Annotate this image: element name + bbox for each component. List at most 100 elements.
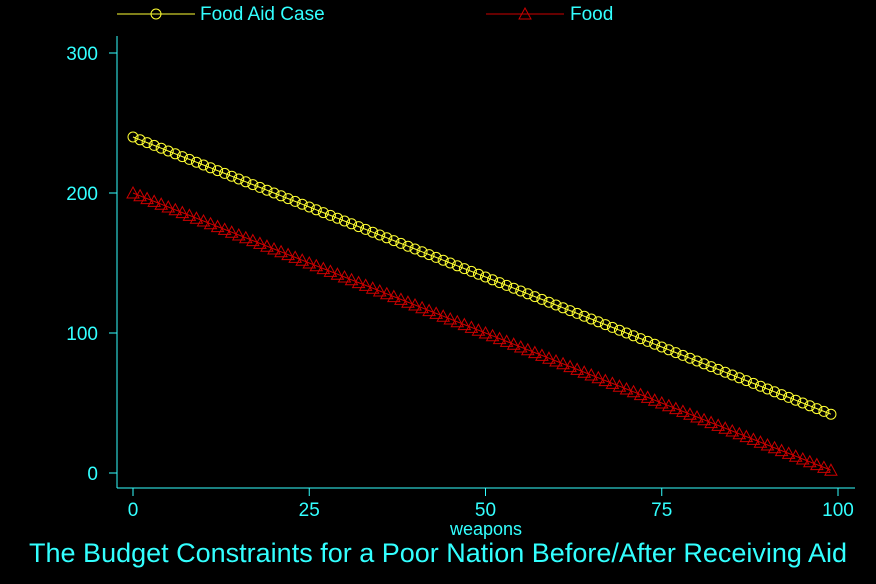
data-point-food-aid-case [233,173,245,185]
data-point-food-aid-case [578,310,590,322]
data-point-food-aid-case [190,156,202,168]
data-point-food [295,253,310,266]
data-point-food [246,233,260,247]
legend-marker-food [518,6,532,20]
data-point-food [549,353,563,367]
data-point-food [274,244,288,258]
data-point-food [316,261,331,275]
legend-marker-food-aid-case [150,8,162,20]
x-axis-ticks: 0 25 50 75 100 [128,488,854,521]
data-point-food [577,365,592,378]
data-point-food-aid-case [465,265,477,277]
data-point-food-aid-case [303,201,315,213]
data-point-food-aid-case [388,235,400,247]
data-point-food-aid-case [790,394,802,406]
data-point-food-aid-case [289,195,301,207]
series-line-food-aid-case [132,136,832,415]
data-point-food [704,415,718,429]
data-point-food [669,401,683,415]
data-point-food [725,423,740,437]
data-point-food-aid-case [430,251,442,263]
data-point-food [640,390,655,403]
data-point-food [436,309,451,322]
data-point-food-aid-case [740,375,752,387]
data-point-food [711,418,725,431]
data-point-food [379,286,394,300]
y-tick-label: 200 [66,184,98,205]
data-point-food [394,292,408,305]
data-point-food [676,404,690,417]
data-point-food-aid-case [494,277,506,289]
data-point-food-aid-case [183,153,195,165]
data-point-food-aid-case [148,139,160,151]
data-point-food-aid-case [353,221,365,233]
data-point-food [175,205,190,219]
data-point-food-aid-case [141,137,153,149]
data-point-food [471,323,486,336]
data-point-food-aid-case [522,288,534,300]
data-point-food [612,379,627,392]
data-point-food [563,359,577,373]
data-point-food-aid-case [444,257,456,269]
data-point-food [492,331,507,345]
data-point-food [570,362,584,375]
series-food [126,185,838,476]
data-point-food [189,211,204,224]
data-point-food-aid-case [670,347,682,359]
data-point-food [485,328,500,342]
data-point-food-aid-case [480,271,491,283]
data-point-food-aid-case [684,352,696,364]
data-point-food-aid-case [762,383,773,395]
data-point-food-aid-case [339,215,350,227]
data-point-food-aid-case [381,232,393,244]
data-point-food-aid-case [508,282,520,294]
data-point-food [415,300,429,314]
data-point-food-aid-case [346,218,358,230]
data-point-food-aid-case [656,341,668,353]
legend-item-food: Food [486,4,613,25]
data-point-food [760,437,775,451]
data-point-food [817,460,831,473]
data-point-food-aid-case [254,181,266,193]
data-point-food-aid-case [212,165,224,177]
data-point-food [605,376,620,389]
x-tick-label: 50 [475,500,496,521]
data-point-food-aid-case [529,291,541,303]
data-point-food [330,267,345,280]
data-point-food [140,191,154,205]
data-point-food [619,381,634,395]
data-point-food [824,463,838,476]
data-point-food [788,449,803,462]
data-point-food-aid-case [240,176,252,188]
data-point-food [267,241,281,255]
data-point-food-aid-case [776,389,788,401]
data-point-food-aid-case [205,162,217,174]
data-point-food-aid-case [783,391,795,403]
data-point-food-aid-case [169,148,181,160]
data-point-food [746,432,761,445]
chart-title: The Budget Constraints for a Poor Nation… [29,538,847,568]
data-point-food [781,446,796,459]
data-point-food [478,325,493,339]
data-point-food [288,250,302,263]
data-point-food-aid-case [155,142,167,154]
data-point-food-aid-case [811,403,823,415]
data-point-food-aid-case [162,145,174,157]
data-point-food [535,348,549,361]
data-point-food [499,334,514,347]
data-point-food-aid-case [458,263,470,275]
plot-series [126,131,838,476]
legend-label-food: Food [570,4,613,25]
data-point-food [323,264,338,277]
data-point-food [683,407,697,420]
data-point-food-aid-case [127,131,139,143]
data-point-food [401,295,415,308]
legend: Food Aid Case Food [117,4,613,25]
data-point-food [238,230,253,244]
data-point-food [408,297,422,311]
data-point-food [654,395,669,409]
y-tick-label: 300 [66,44,98,65]
data-point-food-aid-case [818,405,830,417]
data-point-food-aid-case [557,302,569,314]
